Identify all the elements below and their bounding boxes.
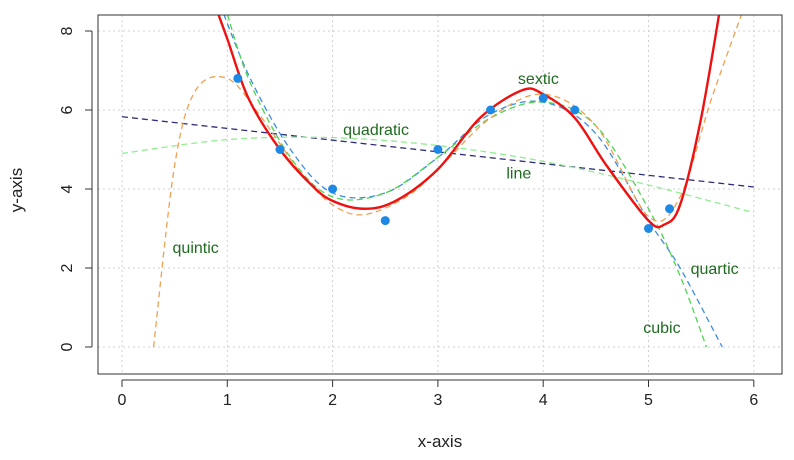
- x-axis: 0 1 2 3 4 5 6: [118, 379, 758, 409]
- x-axis-title: x-axis: [418, 432, 462, 451]
- y-tick-label-1: 2: [59, 263, 76, 272]
- x-tick-label-3: 3: [433, 392, 442, 409]
- y-axis-title: y-axis: [7, 168, 26, 212]
- curve-label-quintic: quintic: [173, 240, 219, 257]
- fit-curves: [121, 15, 754, 348]
- curve-label-quartic: quartic: [691, 261, 739, 278]
- fit-curve-quintic: [152, 15, 743, 348]
- y-tick-label-0: 0: [59, 342, 76, 351]
- x-tick-label-4: 4: [539, 392, 548, 409]
- data-point-7: [570, 105, 580, 115]
- data-point-1: [275, 145, 285, 154]
- y-axis: 0 2 4 6 8: [59, 26, 93, 351]
- y-tick-label-3: 6: [59, 105, 76, 114]
- curve-label-cubic: cubic: [643, 320, 680, 337]
- x-tick-label-1: 1: [223, 392, 232, 409]
- data-point-8: [644, 224, 653, 233]
- data-point-9: [665, 204, 675, 214]
- x-tick-label-5: 5: [644, 392, 653, 409]
- data-point-2: [328, 184, 338, 194]
- fit-curve-sextic: [217, 15, 721, 229]
- data-points: [233, 73, 675, 233]
- data-point-5: [486, 105, 496, 115]
- curve-annotations: sextic quadratic line quintic quartic cubic: [173, 71, 739, 337]
- curve-label-sextic: sextic: [518, 71, 559, 88]
- x-tick-label-2: 2: [328, 392, 337, 409]
- fit-curve-quadratic: [121, 136, 754, 214]
- plot-frame: [97, 14, 783, 375]
- data-point-6: [538, 93, 548, 103]
- curve-label-quadratic: quadratic: [343, 122, 409, 139]
- x-tick-label-6: 6: [749, 392, 758, 409]
- fit-curve-line: [121, 116, 754, 188]
- y-tick-label-2: 4: [59, 184, 76, 193]
- x-tick-label-0: 0: [118, 392, 127, 409]
- data-point-4: [433, 145, 443, 154]
- data-point-3: [380, 216, 390, 226]
- fit-curve-cubic: [223, 15, 723, 348]
- data-point-0: [233, 73, 243, 83]
- grid: [98, 15, 782, 374]
- curve-label-line: line: [506, 165, 531, 182]
- y-tick-label-4: 8: [59, 26, 76, 35]
